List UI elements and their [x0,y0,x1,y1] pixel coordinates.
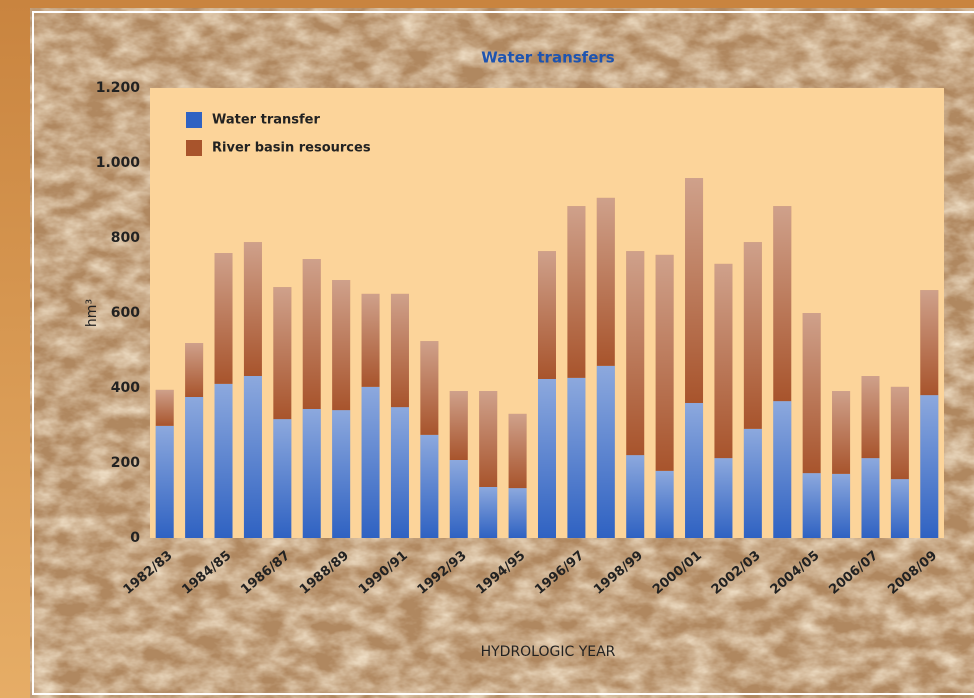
bar-shine [273,419,292,538]
bar-shine [449,391,468,460]
bar-shine [390,407,409,538]
legend-swatch [186,140,202,156]
bar-shine [714,458,733,538]
bar-shine [861,376,880,459]
bar-shine [390,293,409,408]
bar-shine [420,341,439,435]
bar-shine [567,206,586,378]
bar-shine [243,242,262,376]
legend-swatch [186,112,202,128]
bar-shine [832,391,851,474]
bar-shine [773,401,792,538]
bar-shine [273,287,292,420]
bar-shine [420,434,439,538]
bar-shine [567,377,586,538]
bar-shine [214,383,233,538]
y-tick-label: 1.000 [96,155,141,171]
bar-shine [332,410,351,538]
bar-shine [920,395,939,538]
y-tick-label: 0 [130,530,140,546]
bar-shine [508,488,527,538]
bar-shine [243,376,262,538]
bar-shine [626,455,645,538]
y-axis-label: hm³ [84,299,100,327]
legend-label: Water transfer [212,113,320,128]
bar-shine [449,460,468,538]
bar-shine [214,253,233,384]
bar-shine [626,251,645,456]
y-tick-label: 600 [111,305,140,321]
legend-label: River basin resources [212,141,371,156]
frame [32,11,974,695]
bar-shine [361,386,380,538]
bar-shine [538,379,556,538]
bar-shine [361,293,380,387]
bar-shine [596,365,615,538]
bar-shine [773,206,792,402]
bar-shine [802,313,821,474]
bar-shine [655,254,674,471]
bar-shine [302,259,321,409]
chart-title: Water transfers [481,49,614,67]
bar-shine [155,389,174,426]
bar-shine [302,409,321,538]
bar-shine [743,242,762,429]
bar-shine [155,425,174,538]
bar-shine [920,290,939,396]
y-tick-label: 800 [111,230,140,246]
bar-shine [890,479,909,538]
bar-shine [332,280,351,411]
bar-shine [596,197,615,366]
side-band [0,0,30,698]
bar-shine [538,251,556,379]
bar-shine [685,178,704,403]
y-tick-label: 400 [111,380,140,396]
bar-shine [185,397,204,538]
bar-shine [743,428,762,538]
y-tick-label: 1.200 [96,80,141,96]
bar-shine [890,386,909,480]
bar-shine [685,403,704,538]
bar-shine [479,391,498,487]
top-band [0,0,974,8]
bar-shine [508,413,527,489]
bar-shine [714,263,733,459]
bar-shine [832,473,851,538]
bar-shine [861,458,880,538]
bar-shine [655,470,674,538]
bar-shine [479,487,498,538]
bar-shine [185,343,204,397]
bar-shine [802,473,821,538]
y-tick-label: 200 [111,455,140,471]
x-axis-label: HYDROLOGIC YEAR [481,644,616,660]
